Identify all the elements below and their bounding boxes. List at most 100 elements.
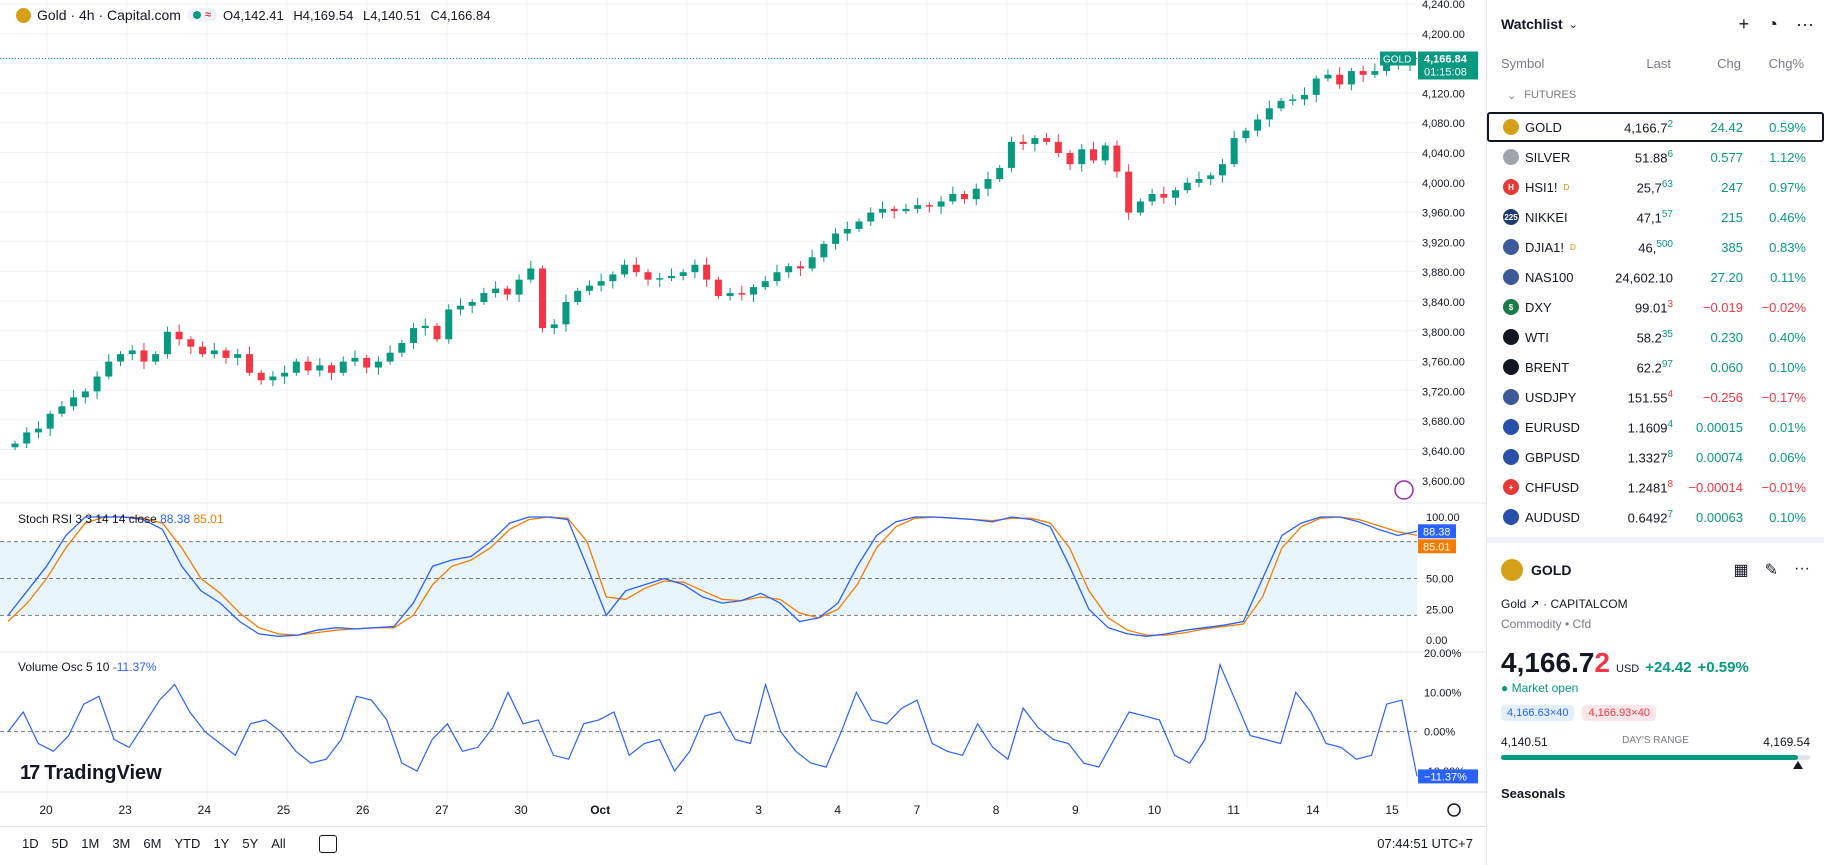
range-1d[interactable]: 1D bbox=[22, 836, 39, 851]
market-status-pill[interactable]: ≈ bbox=[186, 8, 217, 22]
candle-body bbox=[433, 325, 441, 340]
symbol-name: DJIA1! bbox=[1525, 239, 1565, 255]
advanced-view-icon[interactable]: ◔ bbox=[1767, 13, 1779, 34]
candle-body bbox=[1254, 119, 1262, 131]
ohlc-open: O4,142.41 bbox=[223, 7, 284, 23]
price-axis-label: 4,080.00 bbox=[1422, 118, 1465, 130]
watchlist-title[interactable]: Watchlist bbox=[1501, 16, 1563, 32]
tradingview-logo-text: TradingView bbox=[44, 762, 162, 784]
time-axis-label: 23 bbox=[118, 803, 132, 817]
time-axis-label: Oct bbox=[590, 803, 610, 817]
last-tag-price-bg bbox=[1418, 51, 1478, 80]
details-symbol[interactable]: GOLD bbox=[1531, 562, 1572, 578]
candle-body bbox=[1265, 108, 1273, 120]
watchlist-row[interactable]: GBPUSD 1.33278 0.00074 0.06% bbox=[1487, 442, 1824, 472]
range-6m[interactable]: 6M bbox=[143, 836, 162, 851]
candle-body bbox=[175, 331, 183, 340]
chevron-down-icon[interactable]: ⌄ bbox=[1568, 18, 1578, 31]
candle-body bbox=[117, 354, 125, 362]
clock[interactable]: 07:44:51 UTC+7 bbox=[1377, 836, 1473, 851]
day-low: 4,140.51 bbox=[1501, 735, 1548, 749]
candle-body bbox=[34, 428, 42, 433]
volume-osc-legend[interactable]: Volume Osc 5 10 -11.37% bbox=[18, 660, 157, 674]
ask-quote: 4,166.93×40 bbox=[1582, 705, 1656, 721]
watchlist-row[interactable]: DJIA1! D 46,500 385 0.83% bbox=[1487, 232, 1824, 262]
row-symbol: DJIA1! D bbox=[1503, 239, 1591, 255]
row-symbol: GOLD bbox=[1503, 119, 1591, 135]
row-symbol: 225 NIKKEI bbox=[1503, 209, 1591, 225]
col-symbol[interactable]: Symbol bbox=[1501, 55, 1545, 71]
details-change: +24.42 bbox=[1645, 659, 1692, 676]
watchlist-row[interactable]: BRENT 62.297 0.060 0.10% bbox=[1487, 352, 1824, 382]
row-last: 25,763 bbox=[1636, 178, 1673, 196]
row-last: 46,500 bbox=[1638, 238, 1673, 256]
candle-body bbox=[1160, 193, 1168, 198]
watchlist-row[interactable]: GOLD 4,166.72 24.42 0.59% bbox=[1487, 112, 1824, 142]
grid-view-icon[interactable]: ▦ bbox=[1733, 562, 1749, 579]
symbol-name: DXY bbox=[1525, 299, 1552, 315]
range-1m[interactable]: 1M bbox=[81, 836, 100, 851]
watchlist-row[interactable]: USDJPY 151.554 −0.256 −0.17% bbox=[1487, 382, 1824, 412]
external-link-icon[interactable]: ↗ bbox=[1529, 597, 1540, 611]
range-3m[interactable]: 3M bbox=[112, 836, 131, 851]
tradingview-logo[interactable]: 17 TradingView bbox=[20, 762, 162, 785]
watchlist-row[interactable]: H HSI1! D 25,763 247 0.97% bbox=[1487, 172, 1824, 202]
chart-area[interactable]: 4,240.004,200.004,160.004,120.004,080.00… bbox=[0, 0, 1487, 865]
row-last: 62.297 bbox=[1636, 358, 1673, 376]
symbol-name: NAS100 bbox=[1525, 269, 1574, 285]
settings-gear-icon[interactable] bbox=[1447, 803, 1461, 817]
symbol-icon bbox=[1503, 119, 1519, 135]
time-axis-label: 20 bbox=[39, 803, 53, 817]
range-all[interactable]: All bbox=[271, 836, 286, 851]
candle-body bbox=[585, 285, 593, 291]
details-exchange[interactable]: CAPITALCOM bbox=[1550, 597, 1628, 611]
stoch-rsi-legend[interactable]: Stoch RSI 3 3 14 14 close 88.38 85.01 bbox=[18, 512, 224, 526]
add-symbol-icon[interactable]: + bbox=[1738, 13, 1750, 34]
seasonals-title[interactable]: Seasonals bbox=[1501, 786, 1566, 801]
candle-body bbox=[738, 293, 746, 295]
go-to-date-icon[interactable] bbox=[318, 834, 337, 853]
watchlist-row[interactable]: $ DXY 99.013 −0.019 −0.02% bbox=[1487, 292, 1824, 322]
col-last[interactable]: Last bbox=[1646, 55, 1671, 71]
group-futures[interactable]: ⌄ FUTURES bbox=[1487, 78, 1824, 112]
col-chg[interactable]: Chg bbox=[1717, 55, 1741, 71]
details-last-price: 4,166.72 bbox=[1501, 647, 1610, 678]
watchlist-row[interactable]: 225 NIKKEI 47,157 215 0.46% bbox=[1487, 202, 1824, 232]
watchlist-row[interactable]: EURUSD 1.16094 0.00015 0.01% bbox=[1487, 412, 1824, 442]
row-symbol: SILVER bbox=[1503, 149, 1591, 165]
edit-note-icon[interactable]: ✎ bbox=[1764, 562, 1779, 579]
details-name: Gold bbox=[1501, 597, 1527, 611]
candle-body bbox=[1195, 179, 1203, 183]
range-1y[interactable]: 1Y bbox=[213, 836, 230, 851]
candle-body bbox=[621, 264, 629, 275]
row-chg: 0.00063 bbox=[1696, 509, 1743, 525]
stoch-d-tag-bg bbox=[1418, 539, 1456, 554]
row-chg: 0.577 bbox=[1710, 149, 1743, 165]
details-currency: USD bbox=[1616, 663, 1640, 675]
candle-body bbox=[1207, 175, 1215, 180]
symbol-title[interactable]: Gold · 4h · Capital.com bbox=[37, 7, 181, 23]
more-icon[interactable]: ··· bbox=[1796, 13, 1814, 34]
stoch-d-line bbox=[7, 516, 1418, 636]
range-5d[interactable]: 5D bbox=[51, 836, 69, 851]
row-last: 58.235 bbox=[1636, 328, 1673, 346]
chart-canvas[interactable]: 4,240.004,200.004,160.004,120.004,080.00… bbox=[0, 0, 1487, 826]
col-chg-pct[interactable]: Chg% bbox=[1768, 55, 1804, 71]
range-5y[interactable]: 5Y bbox=[242, 836, 259, 851]
watchlist-row[interactable]: WTI 58.235 0.230 0.40% bbox=[1487, 322, 1824, 352]
row-chg-pct: −0.17% bbox=[1761, 389, 1806, 405]
watchlist-row[interactable]: AUDUSD 0.64927 0.00063 0.10% bbox=[1487, 502, 1824, 532]
candle-body bbox=[527, 268, 535, 280]
more-icon[interactable]: ··· bbox=[1794, 560, 1810, 577]
watchlist-row[interactable]: NAS100 24,602.10 27.20 0.11% bbox=[1487, 262, 1824, 292]
watchlist-row[interactable]: + CHFUSD 1.24818 −0.00014 −0.01% bbox=[1487, 472, 1824, 502]
row-chg: −0.256 bbox=[1702, 389, 1743, 405]
range-ytd[interactable]: YTD bbox=[174, 836, 201, 851]
candle-body bbox=[1312, 78, 1320, 95]
row-chg-pct: 1.12% bbox=[1769, 149, 1806, 165]
candle-body bbox=[398, 342, 406, 353]
watchlist-row[interactable]: SILVER 51.886 0.577 1.12% bbox=[1487, 142, 1824, 172]
last-tag-symbol: GOLD bbox=[1383, 55, 1411, 66]
candle-body bbox=[773, 272, 781, 282]
details-price: 4,166.72 USD +24.42 +0.59% bbox=[1501, 647, 1810, 679]
